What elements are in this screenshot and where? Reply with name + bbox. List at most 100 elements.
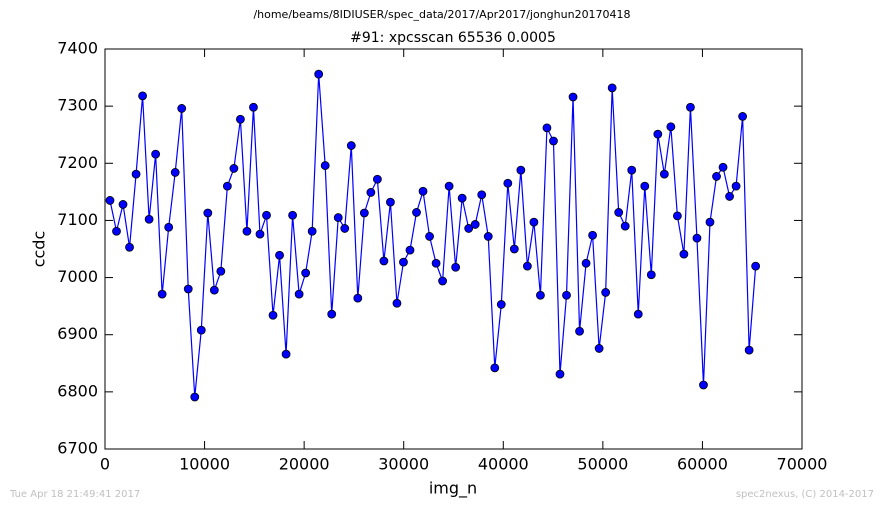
x-tick-label: 10000 xyxy=(179,455,230,474)
data-point xyxy=(594,344,604,353)
data-point xyxy=(731,181,741,191)
data-point xyxy=(653,129,663,139)
data-point xyxy=(333,213,343,222)
data-point xyxy=(372,174,382,184)
data-point xyxy=(203,208,213,218)
data-point xyxy=(418,186,428,196)
data-point xyxy=(601,288,611,297)
data-point xyxy=(725,192,734,201)
data-point xyxy=(105,196,115,205)
data-point xyxy=(555,369,565,379)
y-axis-label: ccdc xyxy=(30,231,49,268)
x-tick-label: 40000 xyxy=(478,455,529,474)
data-point xyxy=(464,224,474,233)
x-tick-label: 60000 xyxy=(677,455,728,474)
data-point xyxy=(170,168,180,177)
data-point xyxy=(607,83,617,93)
data-point xyxy=(249,102,258,112)
data-point xyxy=(712,172,721,181)
data-point xyxy=(744,345,754,355)
chart-suptitle: /home/beams/8IDIUSER/spec_data/2017/Apr2… xyxy=(253,8,630,21)
data-point xyxy=(529,217,539,227)
data-point xyxy=(699,380,708,390)
data-point xyxy=(379,256,389,266)
data-point xyxy=(542,123,552,133)
data-point xyxy=(705,217,715,227)
x-tick-label: 30000 xyxy=(378,455,429,474)
data-point xyxy=(490,363,500,373)
data-point xyxy=(209,285,219,295)
data-point xyxy=(549,136,558,146)
data-point xyxy=(568,92,578,102)
data-point xyxy=(425,232,434,241)
data-point xyxy=(144,214,154,224)
data-point xyxy=(314,69,324,79)
data-point xyxy=(640,181,650,191)
y-tick-label: 7400 xyxy=(57,39,98,58)
data-point xyxy=(477,190,487,200)
data-point xyxy=(177,104,187,113)
data-point xyxy=(562,290,571,300)
data-point xyxy=(118,200,128,209)
data-point xyxy=(366,188,376,197)
data-point xyxy=(281,349,291,359)
data-point xyxy=(392,298,402,308)
footer-left: Tue Apr 18 21:49:41 2017 xyxy=(9,489,140,500)
data-point xyxy=(196,325,206,335)
data-point xyxy=(751,261,761,271)
data-point xyxy=(151,149,161,159)
data-point xyxy=(242,226,252,236)
data-point xyxy=(275,250,284,260)
data-point xyxy=(157,289,167,299)
y-tick-label: 7300 xyxy=(57,96,98,115)
y-tick-label: 6800 xyxy=(57,381,98,400)
data-point xyxy=(112,226,121,236)
data-point xyxy=(646,270,656,280)
data-point xyxy=(412,208,421,217)
data-point xyxy=(575,326,584,336)
x-tick-label: 0 xyxy=(100,455,110,474)
data-point xyxy=(496,300,506,309)
data-point xyxy=(686,102,695,112)
data-point xyxy=(131,169,141,179)
data-point xyxy=(620,221,630,231)
data-point xyxy=(659,169,669,179)
data-point xyxy=(438,276,447,286)
data-point xyxy=(164,222,174,232)
data-point xyxy=(236,114,245,124)
data-point xyxy=(301,268,311,278)
data-point xyxy=(470,220,480,229)
data-point xyxy=(229,164,239,173)
x-tick-label: 20000 xyxy=(279,455,330,474)
chart-title: #91: xpcsscan 65536 0.0005 xyxy=(350,30,556,46)
data-point xyxy=(738,112,748,121)
data-point xyxy=(614,208,624,217)
data-point xyxy=(516,165,526,175)
data-point xyxy=(405,245,415,255)
data-point xyxy=(444,181,454,191)
data-point xyxy=(294,289,304,299)
data-point xyxy=(581,258,591,268)
data-point xyxy=(190,392,200,402)
data-line xyxy=(109,74,757,398)
data-point xyxy=(627,165,637,175)
data-point xyxy=(327,309,337,319)
data-point xyxy=(386,197,395,207)
data-point xyxy=(138,91,147,101)
plot-frame xyxy=(104,48,803,450)
data-point xyxy=(666,122,676,132)
data-point xyxy=(503,178,513,188)
x-axis-label: img_n xyxy=(429,479,477,499)
x-tick-label: 50000 xyxy=(577,455,628,474)
y-tick-label: 6900 xyxy=(57,324,98,343)
data-point xyxy=(672,211,682,221)
y-tick-label: 6700 xyxy=(57,439,98,458)
data-point xyxy=(718,162,728,172)
data-point xyxy=(588,230,598,240)
data-point xyxy=(431,258,441,268)
data-point xyxy=(451,262,461,272)
data-point xyxy=(125,242,134,252)
x-tick-label: 70000 xyxy=(777,455,828,474)
data-point xyxy=(262,210,271,220)
